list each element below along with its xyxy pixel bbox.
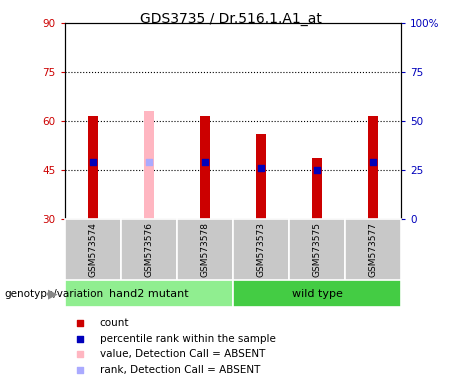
Bar bbox=[65, 219, 121, 280]
Bar bbox=[144, 111, 154, 219]
Text: wild type: wild type bbox=[291, 289, 343, 299]
Text: value, Detection Call = ABSENT: value, Detection Call = ABSENT bbox=[100, 349, 265, 359]
Bar bbox=[312, 159, 322, 219]
Text: count: count bbox=[100, 318, 129, 328]
Bar bbox=[200, 116, 210, 219]
Point bbox=[313, 167, 321, 173]
Bar bbox=[368, 116, 378, 219]
Text: GSM573574: GSM573574 bbox=[88, 222, 97, 277]
Bar bbox=[345, 219, 401, 280]
Point bbox=[201, 159, 208, 165]
Point bbox=[77, 367, 84, 374]
Point bbox=[89, 159, 96, 165]
Point bbox=[369, 159, 377, 165]
Text: GSM573573: GSM573573 bbox=[256, 222, 266, 277]
Bar bbox=[233, 280, 401, 307]
Text: GSM573576: GSM573576 bbox=[144, 222, 153, 277]
Bar bbox=[233, 219, 289, 280]
Bar bbox=[65, 280, 233, 307]
Point bbox=[77, 320, 84, 326]
Bar bbox=[289, 219, 345, 280]
Text: GSM573575: GSM573575 bbox=[313, 222, 321, 277]
Point bbox=[77, 351, 84, 357]
Point bbox=[77, 336, 84, 342]
Bar bbox=[121, 219, 177, 280]
Point bbox=[257, 165, 265, 171]
Bar bbox=[256, 134, 266, 219]
Bar bbox=[177, 219, 233, 280]
Text: rank, Detection Call = ABSENT: rank, Detection Call = ABSENT bbox=[100, 366, 260, 376]
Text: GSM573578: GSM573578 bbox=[200, 222, 209, 277]
Text: percentile rank within the sample: percentile rank within the sample bbox=[100, 334, 276, 344]
Text: GDS3735 / Dr.516.1.A1_at: GDS3735 / Dr.516.1.A1_at bbox=[140, 12, 321, 25]
Text: GSM573577: GSM573577 bbox=[368, 222, 378, 277]
Point bbox=[145, 159, 152, 165]
Text: ▶: ▶ bbox=[48, 287, 58, 300]
Bar bbox=[88, 116, 98, 219]
Text: genotype/variation: genotype/variation bbox=[5, 289, 104, 299]
Text: hand2 mutant: hand2 mutant bbox=[109, 289, 189, 299]
